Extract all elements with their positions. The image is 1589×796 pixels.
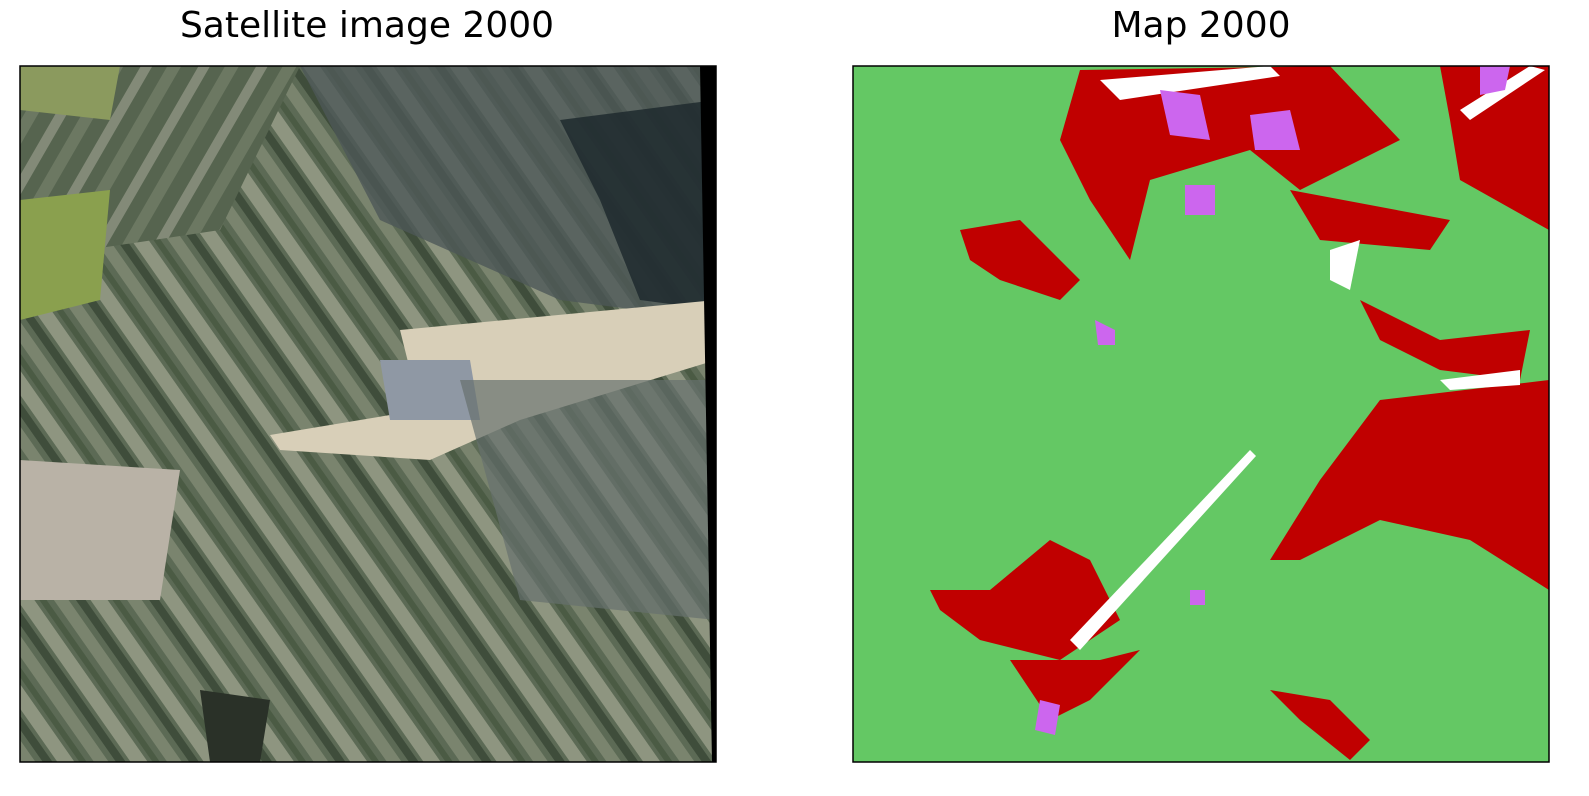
satellite-image [20,66,716,762]
panel-frame [19,65,717,763]
panel-title: Map 2000 [1111,5,1290,46]
panel-frame [852,65,1550,763]
panel-title: Satellite image 2000 [180,5,554,46]
classification-map [853,66,1549,762]
